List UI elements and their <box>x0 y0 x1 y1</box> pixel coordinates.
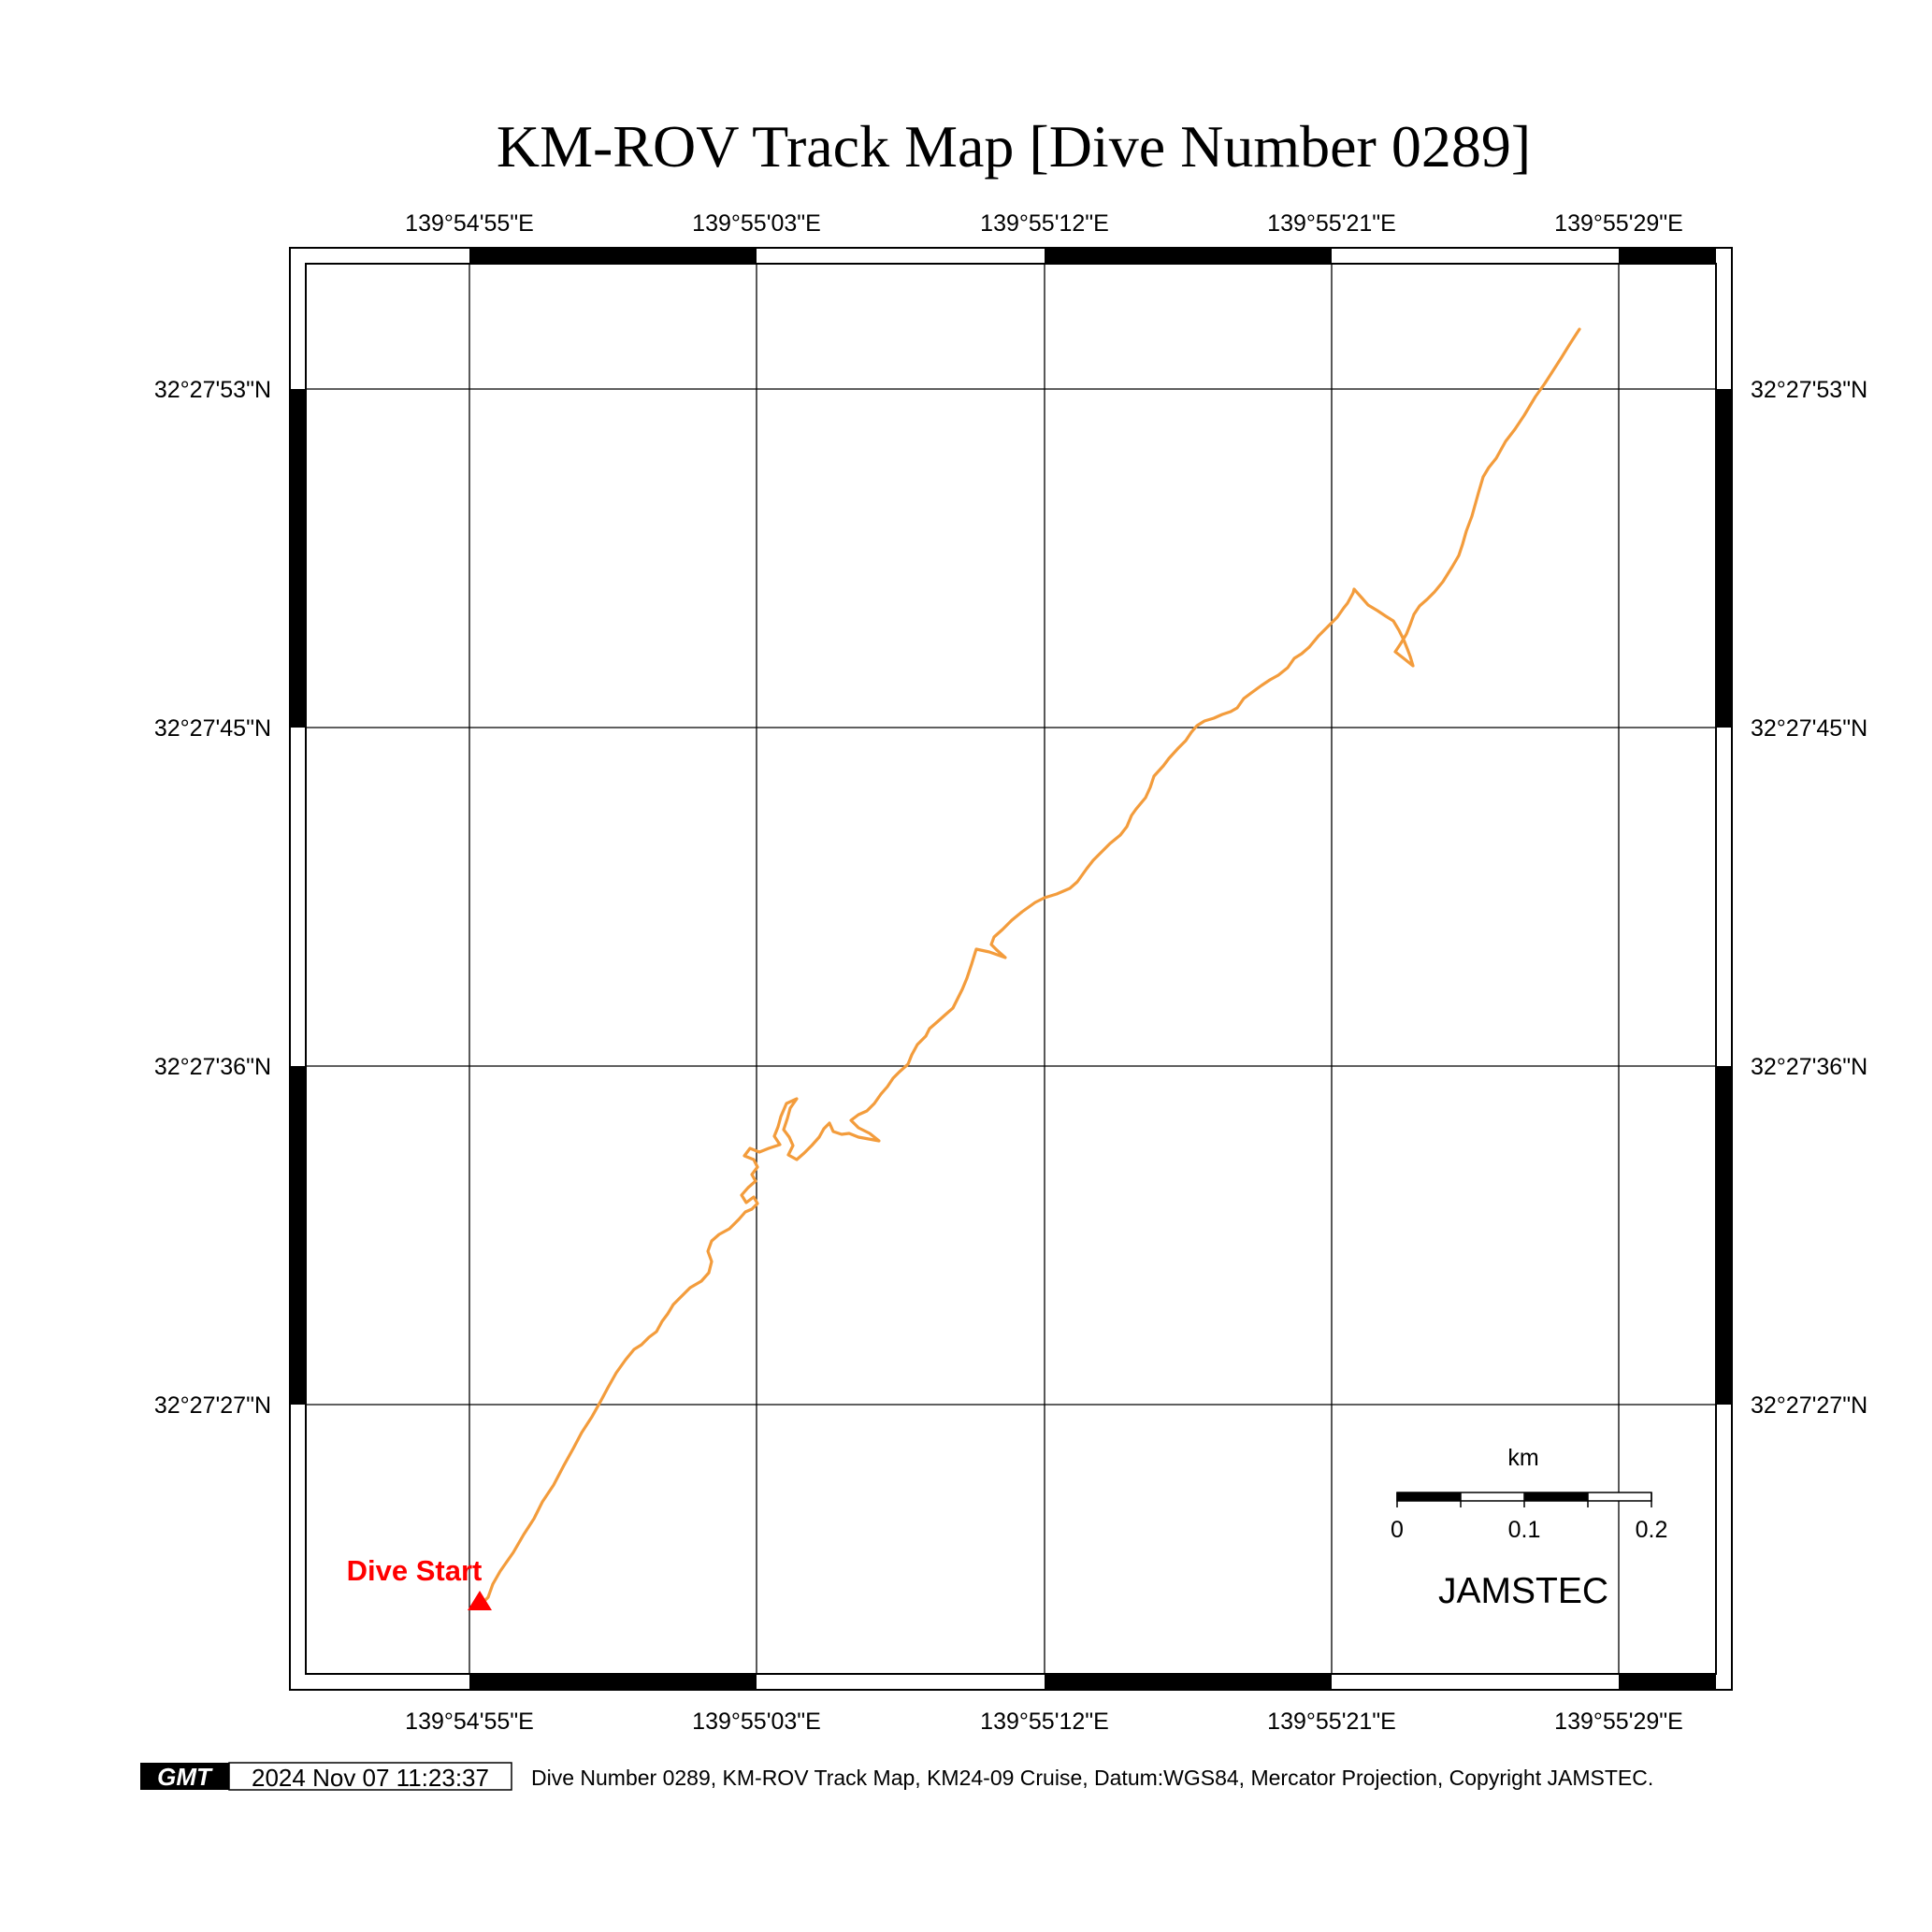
lon-label: 139°55'03"E <box>692 1709 821 1735</box>
lat-label: 32°27'45"N <box>154 715 271 742</box>
lat-label: 32°27'27"N <box>154 1392 271 1419</box>
map-title: KM-ROV Track Map [Dive Number 0289] <box>497 113 1531 180</box>
lon-label: 139°55'03"E <box>692 210 821 237</box>
lon-label: 139°55'29"E <box>1554 1709 1683 1735</box>
border-segment <box>1619 248 1716 264</box>
scale-tick-label: 0.1 <box>1508 1517 1541 1543</box>
scale-segment <box>1397 1492 1461 1501</box>
dive-start-label: Dive Start <box>347 1554 483 1587</box>
scale-tick-label: 0 <box>1391 1517 1404 1543</box>
border-segment <box>290 389 306 728</box>
scale-tick-label: 0.2 <box>1636 1517 1668 1543</box>
footer-caption: Dive Number 0289, KM-ROV Track Map, KM24… <box>531 1766 1653 1790</box>
scale-segment <box>1524 1492 1588 1501</box>
lon-labels-top: 139°54'55"E 139°55'03"E 139°55'12"E 139°… <box>405 210 1683 237</box>
lat-label: 32°27'27"N <box>1751 1392 1867 1419</box>
border-segment <box>1045 248 1332 264</box>
organization-label: JAMSTEC <box>1438 1571 1608 1611</box>
border-segment <box>290 1066 306 1405</box>
gmt-logo-text: GMT <box>157 1763 213 1791</box>
lon-label: 139°54'55"E <box>405 210 534 237</box>
dive-start-triangle-icon <box>468 1591 492 1610</box>
lat-labels-left: 32°27'53"N 32°27'45"N 32°27'36"N 32°27'2… <box>154 377 271 1419</box>
lat-label: 32°27'36"N <box>1751 1054 1867 1080</box>
lon-label: 139°54'55"E <box>405 1709 534 1735</box>
lat-label: 32°27'45"N <box>1751 715 1867 742</box>
scale-unit-label: km <box>1507 1445 1538 1471</box>
gmt-timestamp: GMT 2024 Nov 07 11:23:37 <box>140 1762 512 1792</box>
border-segment <box>1716 389 1732 728</box>
timestamp: 2024 Nov 07 11:23:37 <box>252 1764 489 1792</box>
dive-start-marker: Dive Start <box>347 1554 492 1610</box>
lon-label: 139°55'12"E <box>980 1709 1109 1735</box>
lat-label: 32°27'36"N <box>154 1054 271 1080</box>
scale-bar: km 0 0.1 0.2 <box>1391 1445 1667 1543</box>
border-segment <box>469 248 757 264</box>
lat-labels-right: 32°27'53"N 32°27'45"N 32°27'36"N 32°27'2… <box>1751 377 1867 1419</box>
lat-label: 32°27'53"N <box>154 377 271 403</box>
graticule <box>306 264 1716 1674</box>
gmt-logo-icon <box>140 1763 229 1790</box>
border-segment <box>1619 1674 1716 1690</box>
lat-label: 32°27'53"N <box>1751 377 1867 403</box>
border-segment <box>1716 1066 1732 1405</box>
lon-label: 139°55'12"E <box>980 210 1109 237</box>
lon-label: 139°55'29"E <box>1554 210 1683 237</box>
border-segment <box>1045 1674 1332 1690</box>
rov-track-line <box>475 327 1581 1610</box>
lon-label: 139°55'21"E <box>1267 1709 1396 1735</box>
lon-label: 139°55'21"E <box>1267 210 1396 237</box>
lon-labels-bottom: 139°54'55"E 139°55'03"E 139°55'12"E 139°… <box>405 1709 1683 1735</box>
map-frame <box>289 247 1733 1691</box>
border-segment <box>469 1674 757 1690</box>
